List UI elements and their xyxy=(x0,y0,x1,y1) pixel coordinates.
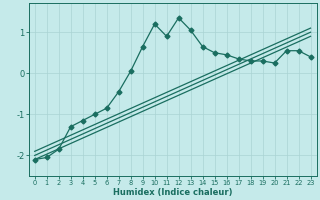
X-axis label: Humidex (Indice chaleur): Humidex (Indice chaleur) xyxy=(113,188,232,197)
